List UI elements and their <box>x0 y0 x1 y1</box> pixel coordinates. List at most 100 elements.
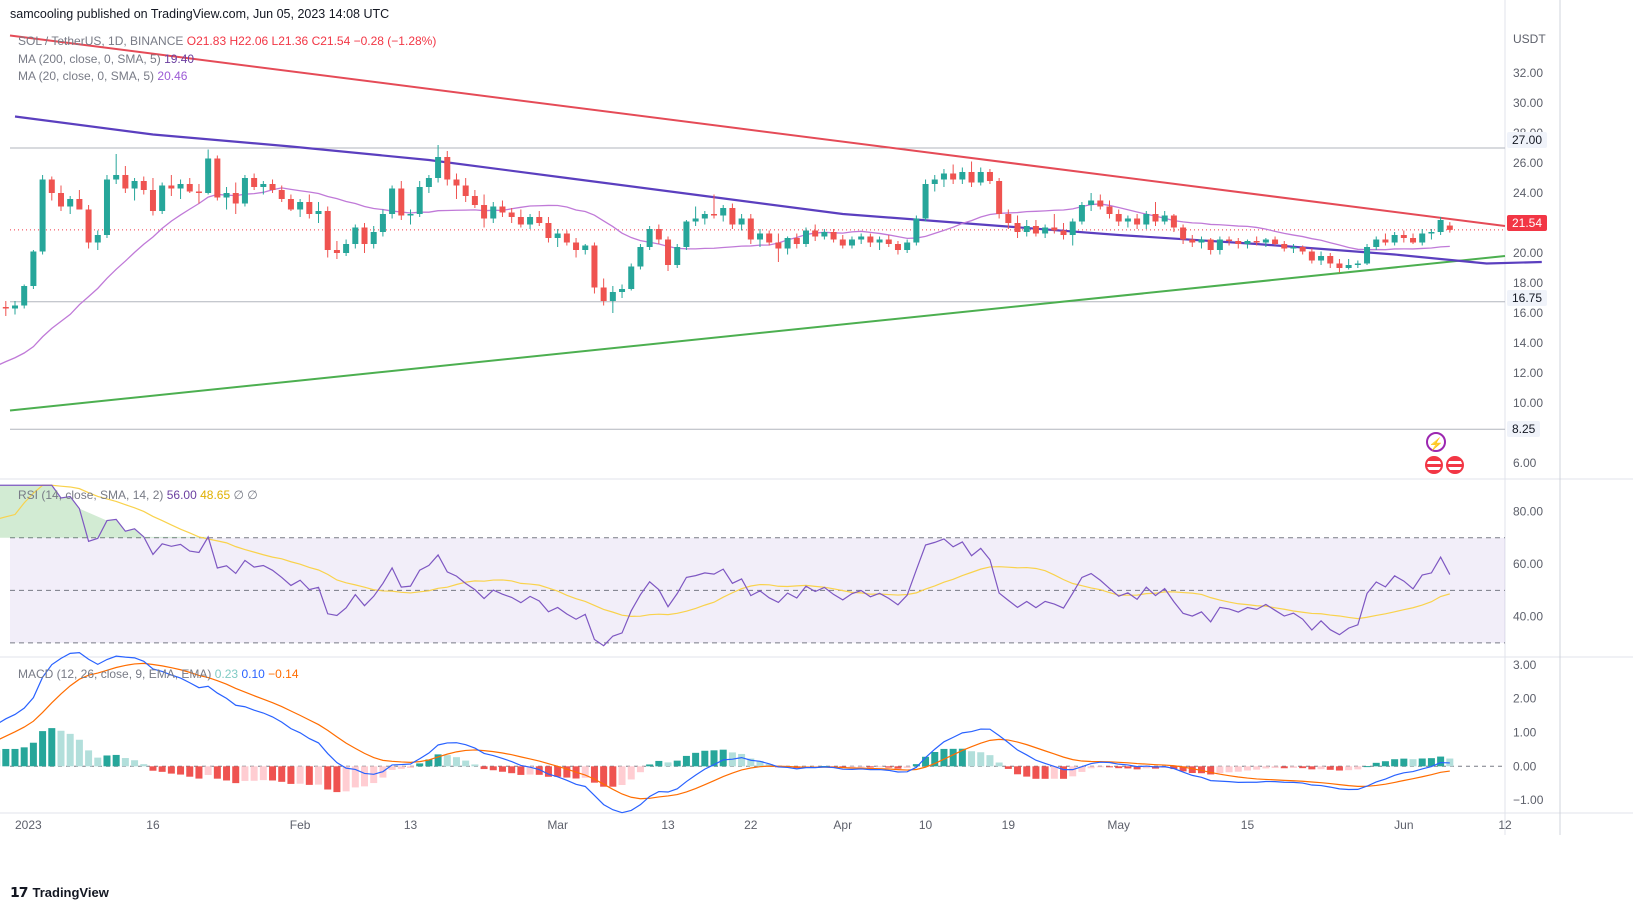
lightning-icon[interactable]: ⚡ <box>1426 432 1446 452</box>
macd-histogram-bar <box>1179 766 1187 772</box>
level-tag-27: 27.00 <box>1507 132 1548 148</box>
candle <box>1170 214 1177 232</box>
candle-body <box>435 157 442 178</box>
candle-body <box>85 209 92 243</box>
macd-histogram-bar <box>85 750 93 767</box>
candle <box>103 175 110 238</box>
candle-body <box>655 229 662 240</box>
date-axis-tick: May <box>1107 818 1130 832</box>
macd-histogram-bar <box>489 766 497 771</box>
candle <box>1272 236 1279 246</box>
candle <box>241 175 248 207</box>
candle <box>30 250 37 289</box>
candle <box>85 205 92 249</box>
price-axis-tick: 20.00 <box>1513 246 1543 260</box>
footer-branding[interactable]: 𝟭𝟳 TradingView <box>10 884 109 901</box>
candle <box>637 244 644 270</box>
candle-body <box>1216 239 1223 250</box>
macd-histogram-bar <box>1243 766 1251 771</box>
change-value: −0.28 (−1.28%) <box>353 34 437 48</box>
macd-histogram-bar <box>885 766 893 768</box>
candle-body <box>536 217 543 223</box>
macd-legend[interactable]: MACD (12, 26, close, 9, EMA, EMA) 0.23 0… <box>18 667 299 681</box>
candle <box>1354 260 1361 268</box>
ma200-legend[interactable]: MA (200, close, 0, SMA, 5) 19.40 <box>18 52 194 66</box>
candle <box>1207 238 1214 255</box>
candle <box>21 284 28 309</box>
candle-body <box>149 190 156 211</box>
candle <box>343 239 350 256</box>
macd-axis-tick: 1.00 <box>1513 725 1537 739</box>
macd-histogram-bar <box>590 766 598 783</box>
candle-body <box>1345 265 1352 268</box>
macd-histogram-bar <box>1041 766 1049 779</box>
macd-histogram-bar <box>508 766 516 774</box>
candle <box>186 178 193 193</box>
candle <box>1253 236 1260 246</box>
price-axis-tick: 6.00 <box>1513 456 1537 470</box>
candle <box>278 185 285 202</box>
candle-body <box>343 244 350 253</box>
us-flag-icon[interactable] <box>1446 456 1464 474</box>
candle-body <box>1143 214 1150 225</box>
candle-body <box>425 178 432 187</box>
candle-body <box>1290 247 1297 249</box>
symbol-legend[interactable]: SOL / TetherUS, 1D, BINANCE O21.83 H22.0… <box>18 34 436 48</box>
candle <box>1336 259 1343 273</box>
us-flag-icon[interactable] <box>1425 456 1443 474</box>
macd-histogram-bar <box>425 759 433 767</box>
candle <box>1364 244 1371 265</box>
candle <box>931 175 938 192</box>
macd-histogram-bar <box>1197 766 1205 774</box>
candle <box>481 194 488 228</box>
macd-histogram-bar <box>195 766 203 779</box>
candle-body <box>76 199 83 210</box>
candle-body <box>784 238 791 249</box>
macd-histogram-bar <box>1372 762 1380 767</box>
candle <box>140 176 147 195</box>
candle-body <box>747 218 754 240</box>
macd-histogram-bar <box>719 749 727 767</box>
candle <box>563 230 570 246</box>
macd-histogram-bar <box>1188 766 1196 774</box>
rsi-label: RSI (14, close, SMA, 14, 2) <box>18 488 164 502</box>
candle-body <box>1198 239 1205 243</box>
candle-body <box>39 179 46 252</box>
candle <box>490 202 497 223</box>
macd-histogram-bar <box>1078 766 1086 772</box>
candle-body <box>1106 206 1113 214</box>
candle-body <box>711 214 718 216</box>
candle-body <box>830 232 837 240</box>
macd-histogram-bar <box>1326 766 1334 770</box>
candle-body <box>241 178 248 204</box>
candle-body <box>122 175 129 189</box>
macd-histogram-bar <box>1216 766 1224 774</box>
ma20-legend[interactable]: MA (20, close, 0, SMA, 5) 20.46 <box>18 69 187 83</box>
macd-histogram-bar <box>388 766 396 770</box>
macd-histogram-bar <box>11 748 19 767</box>
candle <box>1216 236 1223 255</box>
candle-body <box>1373 239 1380 247</box>
candle-body <box>582 245 589 250</box>
candle-body <box>94 235 101 243</box>
rsi-legend[interactable]: RSI (14, close, SMA, 14, 2) 56.00 48.65 … <box>18 488 258 502</box>
candle <box>352 224 359 249</box>
candle-body <box>361 227 368 244</box>
price-axis-tick: 24.00 <box>1513 186 1543 200</box>
macd-line <box>0 652 1450 814</box>
price-axis-tick: 26.00 <box>1513 156 1543 170</box>
macd-histogram-bar <box>1280 766 1288 769</box>
candle <box>398 181 405 220</box>
macd-histogram-bar <box>1032 766 1040 779</box>
macd-histogram-bar <box>498 766 506 772</box>
candle-body <box>471 196 478 205</box>
macd-histogram-bar <box>1437 756 1445 767</box>
candle <box>1124 215 1131 228</box>
candle <box>1281 241 1288 252</box>
candle <box>968 161 975 187</box>
candle-body <box>1134 218 1141 225</box>
candle <box>223 187 230 210</box>
macd-histogram-bar <box>1418 758 1426 767</box>
macd-histogram-bar <box>563 766 571 778</box>
